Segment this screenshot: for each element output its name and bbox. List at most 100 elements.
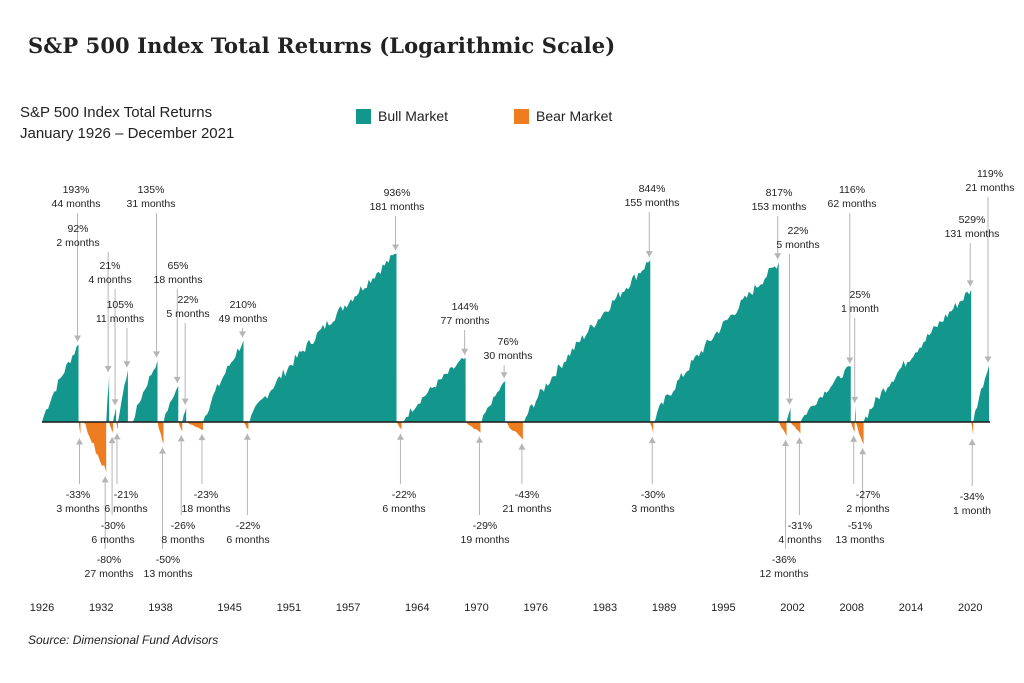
bull-arrow-head [123,361,131,368]
bull-arrow-head [774,253,782,260]
bear-arrow-head [782,439,790,446]
bear-market-area [855,422,864,445]
bull-arrow-head [392,244,400,251]
bull-market-area [163,385,179,422]
bear-arrow-head [101,476,109,483]
x-tick-label: 1926 [30,602,54,614]
bull-label-months: 181 months [370,201,425,213]
bull-market-area [786,407,791,422]
bull-label-pct: 65% [167,260,188,272]
bull-label-months: 31 months [126,198,175,210]
bear-label-months: 6 months [382,503,425,515]
bull-arrow-head [181,398,189,405]
bull-label-months: 4 months [88,274,131,286]
bull-arrow-head [153,351,161,358]
bear-arrow-head [113,433,121,440]
bear-label-pct: -27% [856,489,881,501]
bull-label-pct: 844% [639,183,666,195]
bear-label-months: 4 months [778,534,821,546]
bear-arrow-head [198,434,206,441]
bull-market-area [402,357,466,422]
bull-label-months: 153 months [752,201,807,213]
bear-label-months: 13 months [143,568,192,580]
bull-market-area [481,381,506,422]
x-tick-label: 1964 [405,602,429,614]
bear-label-months: 12 months [759,568,808,580]
bear-arrow-head [518,443,526,450]
bear-label-pct: -30% [641,489,666,501]
bull-label-pct: 76% [497,336,518,348]
bull-label-pct: 210% [230,299,257,311]
bull-arrow-head [851,396,859,403]
bull-label-pct: 135% [138,184,165,196]
chart-marks [42,253,990,473]
bull-market-area [800,366,851,422]
bull-market-area [106,375,110,422]
bull-market-area [523,260,651,422]
bull-label-pct: 193% [63,184,90,196]
bear-label-pct: -23% [194,489,219,501]
bull-arrow-head [74,335,82,342]
bear-label-pct: -36% [772,554,797,566]
bear-label-pct: -31% [788,520,813,532]
bull-arrow-head [645,251,653,258]
subtitle-line-2: January 1926 – December 2021 [20,125,235,142]
bear-market-area [186,422,203,431]
bull-label-months: 1 month [841,303,879,315]
bear-label-pct: -34% [960,491,985,503]
bull-market-area [854,405,856,422]
x-tick-label: 1983 [593,602,617,614]
legend-label-bear: Bear Market [536,108,613,124]
bull-label-pct: 21% [99,260,120,272]
bull-arrow-head [500,372,508,379]
x-tick-label: 1989 [652,602,676,614]
bear-arrow-head [158,447,166,454]
bear-label-months: 13 months [835,534,884,546]
bear-label-months: 1 month [953,505,991,517]
bear-label-pct: -21% [114,489,139,501]
bear-market-area [178,422,183,432]
bull-label-pct: 92% [67,223,88,235]
bear-label-months: 3 months [56,503,99,515]
bull-label-months: 21 months [965,182,1014,194]
bear-label-pct: -26% [171,520,196,532]
bear-label-months: 6 months [91,534,134,546]
bear-arrow-head [243,433,251,440]
bull-market-area [132,360,158,422]
x-tick-label: 1976 [524,602,548,614]
chart-subtitle: S&P 500 Index Total Returns January 1926… [20,102,234,144]
bull-label-pct: 817% [766,187,793,199]
bear-arrow-head [177,435,185,442]
bear-label-months: 3 months [631,503,674,515]
bull-label-months: 5 months [166,308,209,320]
bull-label-months: 131 months [945,228,1000,240]
bull-label-months: 5 months [776,239,819,251]
bull-market-area [113,408,117,422]
bull-market-area [118,370,128,422]
bear-label-months: 6 months [226,534,269,546]
bull-label-pct: 144% [452,301,479,313]
bear-market-area [83,422,107,473]
legend-item-bull: Bull Market [356,108,448,124]
bull-arrow-head [966,280,974,287]
bear-market-area [778,422,787,436]
bull-label-pct: 936% [384,187,411,199]
bear-market-area [243,422,249,430]
bear-label-months: 21 months [502,503,551,515]
bear-arrow-head [968,438,976,445]
bull-market-area [863,289,972,422]
bull-label-months: 49 months [218,313,267,325]
bull-label-months: 2 months [56,237,99,249]
bull-label-months: 11 months [96,313,144,325]
bull-label-pct: 22% [787,225,808,237]
bear-arrow-head [76,438,84,445]
bear-market-area [790,422,801,434]
bull-arrow-head [461,348,469,355]
bear-label-months: 27 months [84,568,133,580]
bull-label-pct: 22% [177,294,198,306]
bear-market-area [157,422,164,444]
bull-label-pct: 119% [977,168,1003,180]
x-tick-label: 2002 [780,602,804,614]
